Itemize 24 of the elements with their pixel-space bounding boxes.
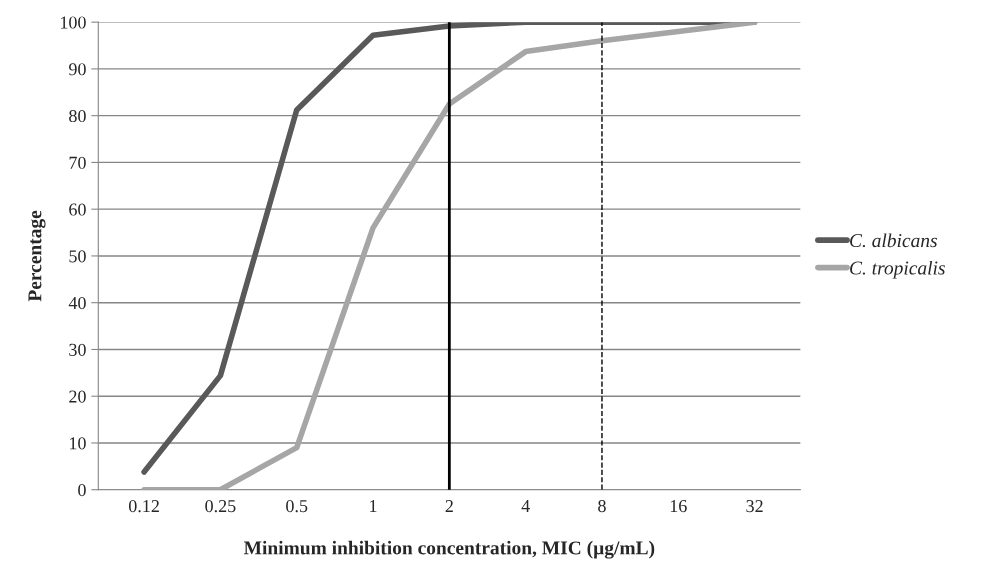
y-tick-label: 10 <box>70 437 86 450</box>
x-tick-label: 16 <box>670 500 687 513</box>
y-tick-label: 20 <box>69 390 86 403</box>
x-tick-label: 0.25 <box>205 499 236 513</box>
x-tick-label: 4 <box>521 500 530 512</box>
legend-label: C. tropicalis <box>850 260 945 279</box>
x-axis-title: Minimum inhibition concentration, MIC (µg/mL) <box>243 540 655 559</box>
x-tick-label: 1 <box>370 500 377 512</box>
y-tick-label: 40 <box>68 296 86 310</box>
legend-label: C. albicans <box>850 233 937 248</box>
y-axis-title: Percentage <box>28 210 46 302</box>
y-tick-label: 70 <box>69 156 86 169</box>
x-tick-label: 2 <box>445 500 453 512</box>
y-tick-label: 50 <box>69 250 86 263</box>
y-tick-label: 30 <box>69 343 86 356</box>
x-tick-label: 0.12 <box>128 499 159 513</box>
y-tick-label: 100 <box>60 16 86 29</box>
y-tick-label: 80 <box>69 109 86 123</box>
x-tick-label: 8 <box>598 499 606 513</box>
y-tick-label: 0 <box>78 483 86 497</box>
y-tick-label: 90 <box>69 63 86 76</box>
x-tick-label: 32 <box>746 500 763 513</box>
y-tick-label: 60 <box>69 203 86 216</box>
x-tick-label: 0.5 <box>286 499 308 513</box>
